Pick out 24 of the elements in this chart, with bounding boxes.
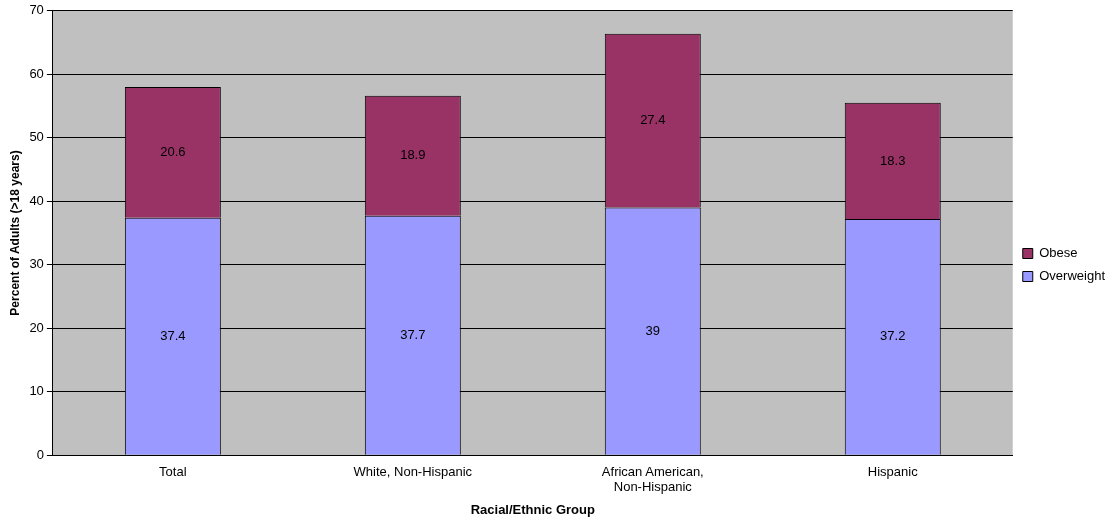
y-tick-label: 10 <box>29 383 44 399</box>
data-label: 37.2 <box>880 328 906 344</box>
legend-label: Obese <box>1039 245 1078 261</box>
legend-label: Overweight <box>1039 268 1106 284</box>
data-label: 18.3 <box>880 152 906 168</box>
y-tick-label: 50 <box>29 129 44 145</box>
y-tick-label: 0 <box>36 446 44 462</box>
data-label: 37.4 <box>160 327 186 343</box>
x-tick-label: African American, Non-Hispanic <box>601 463 704 495</box>
data-label: 20.6 <box>160 143 186 159</box>
y-tick-label: 20 <box>29 319 44 335</box>
data-label: 37.7 <box>400 326 426 342</box>
x-tick-label: Hispanic <box>867 463 919 479</box>
y-tick-label: 70 <box>29 2 44 18</box>
data-label: 27.4 <box>640 112 666 128</box>
x-tick-label: White, Non-Hispanic <box>353 463 473 479</box>
y-axis-title: Percent of Adults (>18 years) <box>7 150 22 316</box>
y-tick-label: 40 <box>29 192 44 208</box>
x-tick-label: Total <box>159 463 187 479</box>
data-label: 39 <box>645 322 661 338</box>
data-label: 18.9 <box>400 147 426 163</box>
y-tick-label: 30 <box>29 256 44 272</box>
y-tick-label: 60 <box>29 65 44 81</box>
x-axis-title: Racial/Ethnic Group <box>470 501 595 517</box>
